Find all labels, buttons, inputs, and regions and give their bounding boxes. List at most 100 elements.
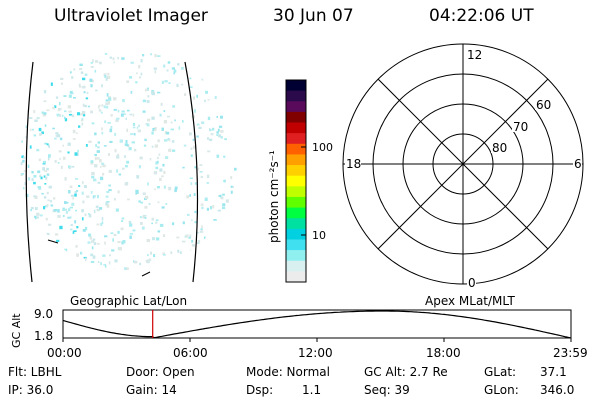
image-pixel	[158, 153, 161, 156]
image-pixel	[210, 129, 212, 131]
image-pixel	[151, 145, 154, 148]
image-pixel	[105, 99, 109, 102]
image-pixel	[125, 165, 128, 168]
image-pixel	[140, 59, 143, 63]
image-pixel	[183, 144, 187, 147]
color-bar-tick-10: 10	[312, 229, 326, 242]
image-pixel	[122, 167, 125, 170]
image-pixel	[71, 114, 75, 118]
image-pixel	[90, 84, 93, 88]
image-pixel	[216, 131, 219, 134]
image-pixel	[161, 175, 164, 178]
image-pixel	[119, 139, 123, 143]
image-pixel	[76, 226, 79, 229]
image-pixel	[96, 208, 100, 212]
limb-arc-right	[184, 61, 199, 283]
image-pixel	[147, 254, 149, 257]
image-pixel	[58, 113, 62, 117]
xtick-2: 12:00	[298, 346, 333, 360]
image-pixel	[191, 244, 195, 247]
image-pixel	[69, 185, 73, 189]
image-pixel	[86, 92, 89, 94]
image-pixel	[68, 113, 73, 116]
image-pixel	[61, 114, 64, 117]
image-pixel	[87, 105, 90, 108]
image-pixel	[37, 186, 41, 189]
image-pixel	[105, 195, 109, 198]
image-pixel	[154, 188, 156, 191]
image-pixel	[192, 138, 195, 141]
image-pixel	[212, 127, 215, 131]
image-pixel	[155, 237, 160, 241]
image-pixel	[107, 153, 110, 156]
color-bar: 100 10 photon cm⁻²s⁻¹	[267, 79, 333, 283]
image-pixel	[146, 239, 151, 243]
image-pixel	[95, 205, 99, 208]
image-pixel	[136, 72, 138, 75]
image-pixel	[76, 132, 78, 135]
image-pixel	[167, 61, 171, 64]
image-pixel	[83, 185, 87, 188]
image-pixel	[137, 129, 141, 133]
timeline-left-title: Geographic Lat/Lon	[70, 294, 188, 308]
image-pixel	[75, 209, 78, 212]
image-pixel	[145, 88, 147, 92]
image-pixel	[218, 134, 221, 138]
image-pixel	[155, 219, 159, 222]
image-pixel	[106, 191, 110, 194]
image-pixel	[20, 174, 23, 176]
color-bar-segment	[286, 143, 306, 155]
color-bar-segment	[286, 90, 306, 102]
image-pixel	[64, 116, 66, 120]
image-pixel	[93, 242, 97, 246]
image-pixel	[100, 166, 102, 168]
image-pixel	[176, 83, 179, 87]
image-pixel	[43, 206, 46, 210]
image-pixel	[80, 71, 84, 74]
image-pixel	[59, 225, 63, 230]
image-pixel	[86, 195, 90, 198]
xtick-1: 06:00	[173, 346, 208, 360]
image-pixel	[20, 173, 25, 175]
image-pixel	[33, 181, 36, 185]
image-pixel	[222, 203, 226, 207]
image-pixel	[109, 140, 113, 143]
image-pixel	[200, 203, 204, 206]
image-pixel	[84, 226, 88, 231]
image-tick	[47, 239, 59, 244]
image-pixel	[203, 236, 206, 240]
image-pixel	[136, 175, 140, 179]
image-pixel	[194, 182, 197, 185]
image-pixel	[91, 176, 95, 179]
image-pixel	[217, 128, 220, 132]
image-pixel	[112, 57, 115, 61]
image-pixel	[29, 117, 33, 119]
image-pixel	[213, 219, 217, 221]
image-pixel	[162, 163, 165, 167]
image-pixel	[82, 103, 85, 107]
image-pixel	[230, 185, 233, 188]
color-bar-segment	[286, 218, 306, 230]
polar-grid	[342, 43, 584, 285]
image-pixel	[85, 257, 87, 262]
image-pixel	[189, 177, 193, 179]
color-bar-segment	[286, 228, 306, 240]
image-pixel	[172, 105, 176, 108]
image-pixel	[142, 215, 146, 219]
image-pixel	[52, 127, 55, 130]
image-pixel	[223, 155, 226, 158]
altitude-timeline: GC Alt	[10, 309, 572, 348]
image-pixel	[21, 140, 23, 143]
label-bg	[467, 276, 476, 288]
image-pixel	[101, 104, 104, 107]
image-pixel	[106, 204, 110, 208]
image-pixel	[222, 206, 226, 210]
image-pixel	[220, 130, 224, 133]
color-bar-unit-label: photon cm⁻²s⁻¹	[267, 150, 281, 243]
time-label: 04:22:06 UT	[429, 6, 534, 26]
image-pixel	[163, 185, 166, 189]
image-pixel	[146, 100, 150, 103]
image-pixel	[22, 159, 25, 163]
image-pixel	[194, 221, 198, 224]
image-pixel	[74, 152, 78, 156]
